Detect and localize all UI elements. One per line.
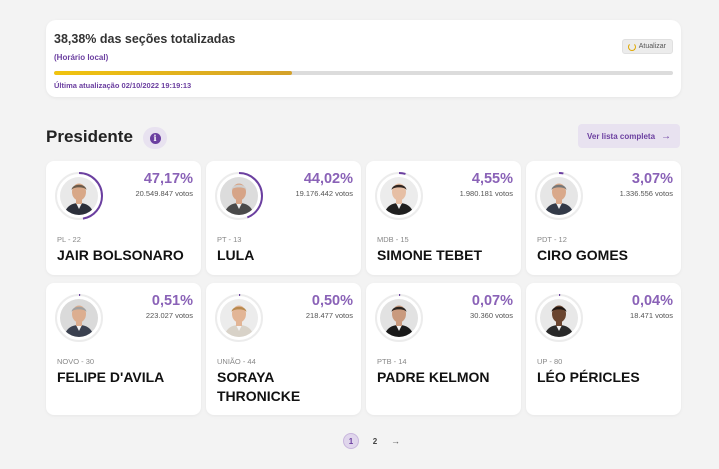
party-number: PDT - 12 xyxy=(537,235,567,244)
full-list-button[interactable]: Ver lista completa → xyxy=(578,124,680,148)
candidate-avatar xyxy=(534,293,584,343)
vote-percentage: 0,51% xyxy=(151,293,193,309)
vote-count: 218.477 votos xyxy=(305,311,353,320)
local-time-note: (Horário local) xyxy=(54,53,109,62)
candidate-photo xyxy=(60,177,98,215)
vote-percentage: 47,17% xyxy=(143,171,193,187)
arrow-right-icon: → xyxy=(661,130,672,142)
refresh-button-label: Atualizar xyxy=(638,43,666,50)
party-number: PT - 13 xyxy=(217,235,242,244)
candidate-photo xyxy=(540,299,578,337)
vote-percentage: 0,50% xyxy=(311,293,353,309)
candidate-card[interactable]: 0,51% 223.027 votos NOVO - 30 FELIPE D'AVIL… xyxy=(46,283,201,415)
candidate-name: SORAYA THRONICKE xyxy=(217,369,301,404)
candidate-name: LÉO PÉRICLES xyxy=(537,369,640,385)
candidate-avatar xyxy=(214,293,264,343)
candidate-avatar xyxy=(54,293,104,343)
candidate-name: LULA xyxy=(217,247,255,263)
vote-share-arc xyxy=(375,294,423,342)
page-2-button[interactable]: 2 xyxy=(372,436,378,446)
vote-percentage: 0,07% xyxy=(471,293,513,309)
vote-percentage: 3,07% xyxy=(631,171,673,187)
info-icon[interactable]: i xyxy=(143,127,167,149)
candidate-photo xyxy=(220,299,258,337)
vote-share-ring xyxy=(55,294,103,342)
vote-share-arc xyxy=(215,172,263,220)
vote-share-arc xyxy=(375,172,423,220)
candidate-photo xyxy=(380,177,418,215)
candidate-card[interactable]: 0,07% 30.360 votos PTB - 14 PADRE KELMON xyxy=(366,283,521,415)
party-number: PTB - 14 xyxy=(377,357,407,366)
candidate-card[interactable]: 44,02% 19.176.442 votos PT - 13 LULA xyxy=(206,161,361,275)
candidate-avatar xyxy=(374,293,424,343)
vote-count: 18.471 votos xyxy=(630,311,673,320)
last-update: Última atualização 02/10/2022 19:19:13 xyxy=(54,81,192,90)
candidate-name: FELIPE D'AVILA xyxy=(57,369,165,385)
vote-share-ring xyxy=(215,172,263,220)
candidate-photo xyxy=(540,177,578,215)
vote-share-arc xyxy=(55,294,103,342)
vote-share-ring xyxy=(535,172,583,220)
vote-percentage: 4,55% xyxy=(471,171,513,187)
candidate-card[interactable]: 4,55% 1.980.181 votos MDB - 15 SIMONE TEBET xyxy=(366,161,521,275)
party-number: UNIÃO - 44 xyxy=(217,357,256,366)
totalization-title: 38,38% das seções totalizadas xyxy=(54,32,236,46)
vote-count: 1.980.181 votos xyxy=(459,189,513,198)
candidate-name: PADRE KELMON xyxy=(377,369,490,385)
vote-share-ring xyxy=(535,294,583,342)
section-title: Presidente xyxy=(46,127,133,146)
vote-count: 19.176.442 votos xyxy=(295,189,353,198)
refresh-button[interactable]: Atualizar xyxy=(621,39,673,54)
vote-count: 30.360 votos xyxy=(470,311,513,320)
candidate-card[interactable]: 0,04% 18.471 votos UP - 80 LÉO PÉRICLES xyxy=(526,283,681,415)
pagination: 1 2 → xyxy=(343,433,400,449)
candidate-card[interactable]: 3,07% 1.336.556 votos PDT - 12 CIRO GOMES xyxy=(526,161,681,275)
vote-share-ring xyxy=(375,294,423,342)
candidate-grid: 47,17% 20.549.847 votos PL - 22 JAIR BOLSON… xyxy=(46,161,681,415)
full-list-button-label: Ver lista completa xyxy=(586,131,656,141)
candidate-photo xyxy=(220,177,258,215)
vote-percentage: 0,04% xyxy=(631,293,673,309)
candidate-card[interactable]: 47,17% 20.549.847 votos PL - 22 JAIR BOLSON… xyxy=(46,161,201,275)
vote-percentage: 44,02% xyxy=(303,171,353,187)
candidate-avatar xyxy=(54,171,104,221)
vote-share-arc xyxy=(535,172,583,220)
party-number: NOVO - 30 xyxy=(57,357,95,366)
vote-share-ring xyxy=(375,172,423,220)
vote-count: 20.549.847 votos xyxy=(135,189,193,198)
party-number: MDB - 15 xyxy=(377,235,409,244)
vote-count: 1.336.556 votos xyxy=(619,189,673,198)
totalization-card: 38,38% das seções totalizadas (Horário l… xyxy=(46,20,681,97)
totalization-progress-bar xyxy=(54,71,673,75)
candidate-avatar xyxy=(534,171,584,221)
vote-share-ring xyxy=(215,294,263,342)
candidate-avatar xyxy=(214,171,264,221)
candidate-name: CIRO GOMES xyxy=(537,247,629,263)
refresh-icon xyxy=(627,42,636,51)
vote-share-arc xyxy=(55,172,103,220)
page-1-button[interactable]: 1 xyxy=(343,433,359,449)
vote-share-ring xyxy=(55,172,103,220)
next-page-arrow-icon[interactable]: → xyxy=(391,436,400,446)
party-number: PL - 22 xyxy=(57,235,81,244)
candidate-card[interactable]: 0,50% 218.477 votos UNIÃO - 44 SORAYA THRON… xyxy=(206,283,361,415)
vote-share-arc xyxy=(215,294,263,342)
party-number: UP - 80 xyxy=(537,357,563,366)
candidate-name: JAIR BOLSONARO xyxy=(57,247,184,263)
candidate-name: SIMONE TEBET xyxy=(377,247,483,263)
vote-count: 223.027 votos xyxy=(145,311,193,320)
totalization-progress-fill xyxy=(54,71,292,75)
vote-share-arc xyxy=(535,294,583,342)
candidate-photo xyxy=(380,299,418,337)
candidate-avatar xyxy=(374,171,424,221)
candidate-photo xyxy=(60,299,98,337)
